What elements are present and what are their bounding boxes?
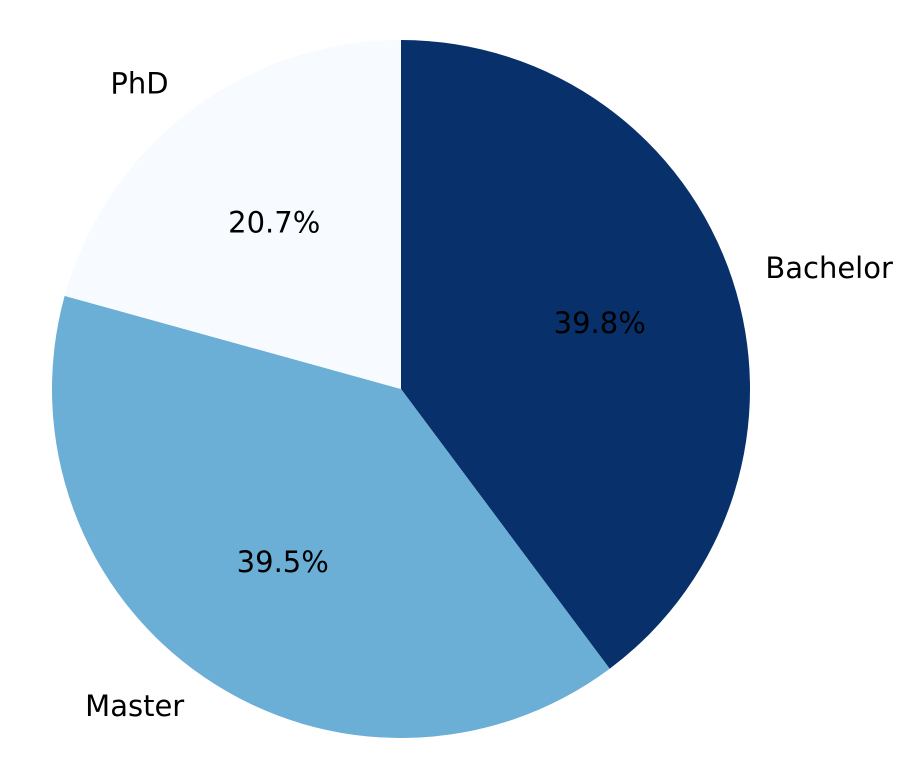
category-labels-layer: Bachelor Master PhD [85,66,893,722]
percent-labels-layer: 39.8% 39.5% 20.7% [228,205,646,578]
category-label-phd: PhD [110,66,168,100]
percent-label-phd: 20.7% [228,205,320,239]
pie-slice-bachelor [401,40,750,669]
category-label-bachelor: Bachelor [765,251,893,285]
percent-label-master: 39.5% [237,545,329,579]
pie-slice-phd [64,40,402,389]
slices-layer [51,40,750,738]
category-label-master: Master [85,689,184,723]
pie-slice-master [51,295,610,738]
percent-label-bachelor: 39.8% [554,306,646,340]
